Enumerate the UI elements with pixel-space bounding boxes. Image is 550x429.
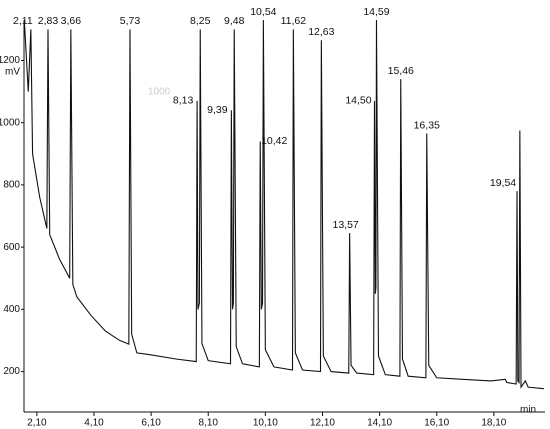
peak-label: 5,73 bbox=[120, 15, 141, 27]
peak-label: 8,13 bbox=[173, 95, 194, 107]
y-tick-label: 1000 bbox=[0, 117, 20, 128]
peak-label: 19,54 bbox=[490, 177, 516, 189]
x-tick-label: 2,10 bbox=[27, 418, 47, 429]
peak-label: 15,46 bbox=[388, 65, 414, 77]
y-tick-label: 800 bbox=[3, 180, 20, 191]
peak-label: 12,63 bbox=[308, 26, 334, 38]
peak-label: 3,66 bbox=[61, 15, 82, 27]
y-tick-label: 200 bbox=[3, 366, 20, 377]
x-tick-label: 16,10 bbox=[424, 418, 449, 429]
peak-label: 9,39 bbox=[207, 104, 228, 116]
peak-label: 2,83 bbox=[38, 15, 59, 27]
peak-label: 13,57 bbox=[332, 219, 358, 231]
y-tick-label: 400 bbox=[3, 304, 20, 315]
peak-label: 9,48 bbox=[224, 15, 245, 27]
peak-label: 10,42 bbox=[261, 135, 287, 147]
x-tick-label: 12,10 bbox=[310, 418, 335, 429]
peak-label: 10,54 bbox=[250, 6, 276, 18]
y-tick-label: 600 bbox=[3, 242, 20, 253]
x-tick-label: 6,10 bbox=[141, 418, 161, 429]
watermark: 1000 bbox=[148, 87, 171, 98]
x-tick-label: 4,10 bbox=[84, 418, 104, 429]
x-tick-label: 8,10 bbox=[199, 418, 219, 429]
signal-line bbox=[23, 19, 544, 390]
y-unit: mV bbox=[5, 67, 20, 78]
peak-label: 11,62 bbox=[281, 15, 307, 27]
peak-label: 14,50 bbox=[345, 95, 371, 107]
x-tick-label: 14,10 bbox=[367, 418, 392, 429]
peak-label: 2,11 bbox=[13, 15, 33, 27]
x-unit: min bbox=[520, 405, 536, 416]
y-tick-label: 1200 bbox=[0, 55, 20, 66]
peak-label: 8,25 bbox=[190, 15, 211, 27]
x-tick-label: 10,10 bbox=[253, 418, 278, 429]
peak-label: 14,59 bbox=[363, 6, 389, 18]
x-tick-label: 18,10 bbox=[481, 418, 506, 429]
peak-label: 16,35 bbox=[414, 119, 440, 131]
